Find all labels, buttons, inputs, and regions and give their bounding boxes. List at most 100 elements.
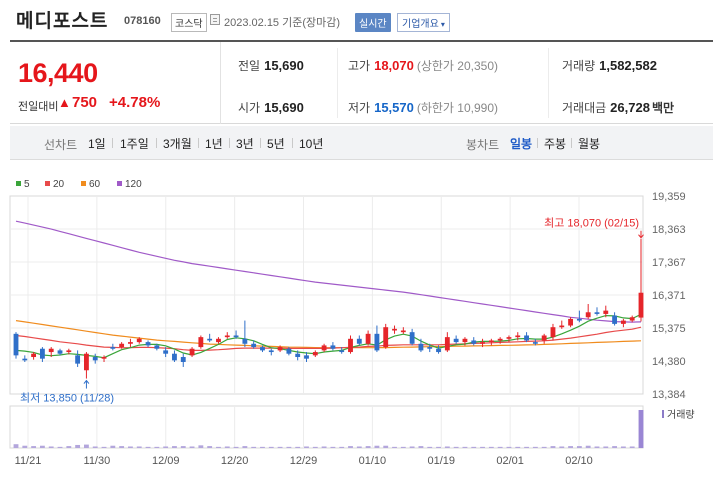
volume-bar: [383, 445, 389, 448]
volume-bar: [233, 446, 239, 448]
candle-body: [172, 353, 177, 361]
candle-body: [295, 353, 301, 358]
candle-body: [268, 350, 274, 353]
volume-bar: [541, 446, 547, 448]
tab-1year[interactable]: 1년: [205, 137, 223, 151]
candle-body: [321, 345, 327, 351]
y-tick-label: 17,367: [652, 257, 686, 269]
tab-monthly[interactable]: 월봉: [578, 137, 601, 151]
volume-bar: [31, 446, 37, 448]
volume-bar: [110, 445, 116, 448]
prev-close-label: 전일: [238, 59, 261, 73]
volume-bar: [198, 445, 204, 448]
volume-bar: [321, 446, 327, 448]
volume-bar: [365, 446, 371, 448]
legend-swatch: [117, 181, 122, 186]
volume-bar: [550, 446, 556, 448]
high-value: 18,070: [374, 58, 414, 73]
realtime-button[interactable]: 실시간: [355, 13, 391, 32]
amount-unit: 백만: [651, 101, 675, 115]
volume-bar: [506, 446, 512, 448]
ma120-line: [15, 220, 642, 323]
candle-body: [488, 340, 494, 343]
tab-1day[interactable]: 1일: [88, 137, 106, 151]
volume-bar: [13, 444, 19, 448]
volume-bar: [374, 445, 380, 448]
calendar-icon: [210, 14, 220, 25]
company-name: 메디포스트: [16, 11, 109, 32]
volume-bar: [400, 446, 406, 448]
low-label: 저가: [348, 101, 371, 115]
candle-body: [57, 350, 63, 354]
up-arrow-icon: ▲: [58, 95, 71, 110]
candle-body: [66, 350, 72, 353]
volume-bar: [180, 446, 186, 448]
volume-bar: [304, 446, 309, 448]
volume-bar: [471, 446, 477, 448]
tab-1week[interactable]: 1주일: [120, 137, 149, 151]
candle-body: [603, 310, 609, 314]
candle-body: [189, 348, 195, 356]
candle-body: [286, 348, 292, 354]
tab-divider: [229, 138, 230, 148]
volume-bar: [136, 446, 142, 448]
x-tick-label: 11/21: [15, 455, 42, 467]
tab-divider: [292, 138, 293, 148]
volume-plot-frame: [9, 405, 644, 449]
tab-3month[interactable]: 3개월: [163, 137, 192, 151]
candle-body: [163, 350, 169, 354]
candle-body: [39, 348, 45, 359]
volume-bar: [436, 446, 441, 448]
low-cell: 저가 15,570 (하한가 10,990): [348, 99, 498, 116]
prev-close-value: 15,690: [264, 58, 304, 73]
candle-body: [436, 348, 441, 353]
tab-3year[interactable]: 3년: [236, 137, 254, 151]
volume-bar: [128, 446, 133, 448]
candle-body: [136, 338, 142, 343]
high-label: 고가: [348, 59, 371, 73]
candle-body: [31, 353, 37, 358]
candle-body: [550, 327, 556, 338]
legend-label: 60: [89, 179, 101, 190]
tab-divider: [198, 138, 199, 148]
candle-body: [532, 342, 538, 344]
tab-divider: [537, 138, 538, 148]
candle-body: [92, 357, 98, 361]
volume-bar: [189, 446, 195, 448]
legend-swatch: [45, 181, 50, 186]
candle-body: [330, 345, 336, 349]
candle-body: [251, 343, 257, 348]
tab-weekly[interactable]: 주봉: [544, 137, 567, 151]
candle-body: [110, 347, 116, 349]
volume-bar: [585, 445, 591, 448]
volume-bar: [101, 446, 107, 448]
volume-bar: [216, 446, 221, 448]
candle-body: [22, 358, 28, 361]
price-chart[interactable]: 19,359 18,363 17,367 16,371 15,375 14,380 13,3…: [0, 170, 713, 479]
candle-body: [277, 347, 283, 351]
current-price: 16,440: [18, 58, 98, 88]
candle-body: [541, 335, 547, 341]
x-tick-label: 12/09: [152, 455, 180, 467]
candle-body: [576, 318, 582, 321]
candle-body: [524, 335, 529, 341]
candle-body: [13, 333, 19, 356]
candlestick-chart-svg: 19,359 18,363 17,367 16,371 15,375 14,380 13,3…: [9, 179, 695, 467]
volume-bar: [427, 446, 433, 448]
volume-bar: [462, 446, 468, 448]
corp-info-dropdown[interactable]: 기업개요 ▾: [397, 13, 450, 32]
volume-bar: [163, 446, 169, 448]
tab-10year[interactable]: 10년: [299, 137, 324, 151]
legend-label: 120: [125, 179, 142, 190]
ma20-line: [15, 326, 642, 351]
candle-body: [339, 350, 345, 353]
volume-bar: [638, 410, 644, 448]
x-tick-label: 11/30: [84, 455, 111, 467]
tab-daily[interactable]: 일봉: [510, 137, 533, 151]
candle-body: [312, 352, 318, 356]
x-tick-label: 02/10: [565, 455, 593, 467]
volume-bar: [207, 446, 213, 448]
tab-5year[interactable]: 5년: [267, 137, 285, 151]
candle-body: [348, 338, 353, 353]
x-tick-label: 01/10: [359, 455, 387, 467]
